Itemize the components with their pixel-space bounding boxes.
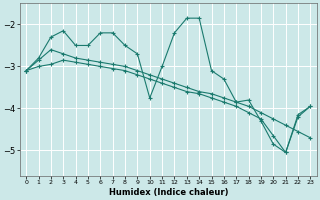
X-axis label: Humidex (Indice chaleur): Humidex (Indice chaleur) [108, 188, 228, 197]
